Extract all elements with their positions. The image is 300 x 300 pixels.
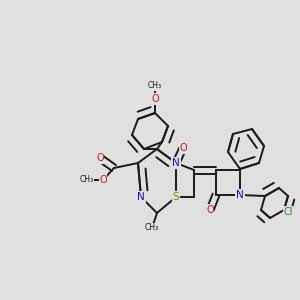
Text: N: N (172, 158, 180, 168)
Text: CH₃: CH₃ (145, 224, 159, 232)
Text: Cl: Cl (283, 207, 293, 217)
Text: O: O (179, 143, 187, 153)
Text: N: N (137, 192, 145, 202)
Text: S: S (173, 192, 179, 202)
Text: CH₃: CH₃ (148, 82, 162, 91)
Text: O: O (99, 175, 107, 185)
Text: CH₃: CH₃ (80, 176, 94, 184)
Text: N: N (236, 190, 244, 200)
Text: O: O (151, 94, 159, 104)
Text: O: O (206, 205, 214, 215)
Text: O: O (96, 153, 104, 163)
